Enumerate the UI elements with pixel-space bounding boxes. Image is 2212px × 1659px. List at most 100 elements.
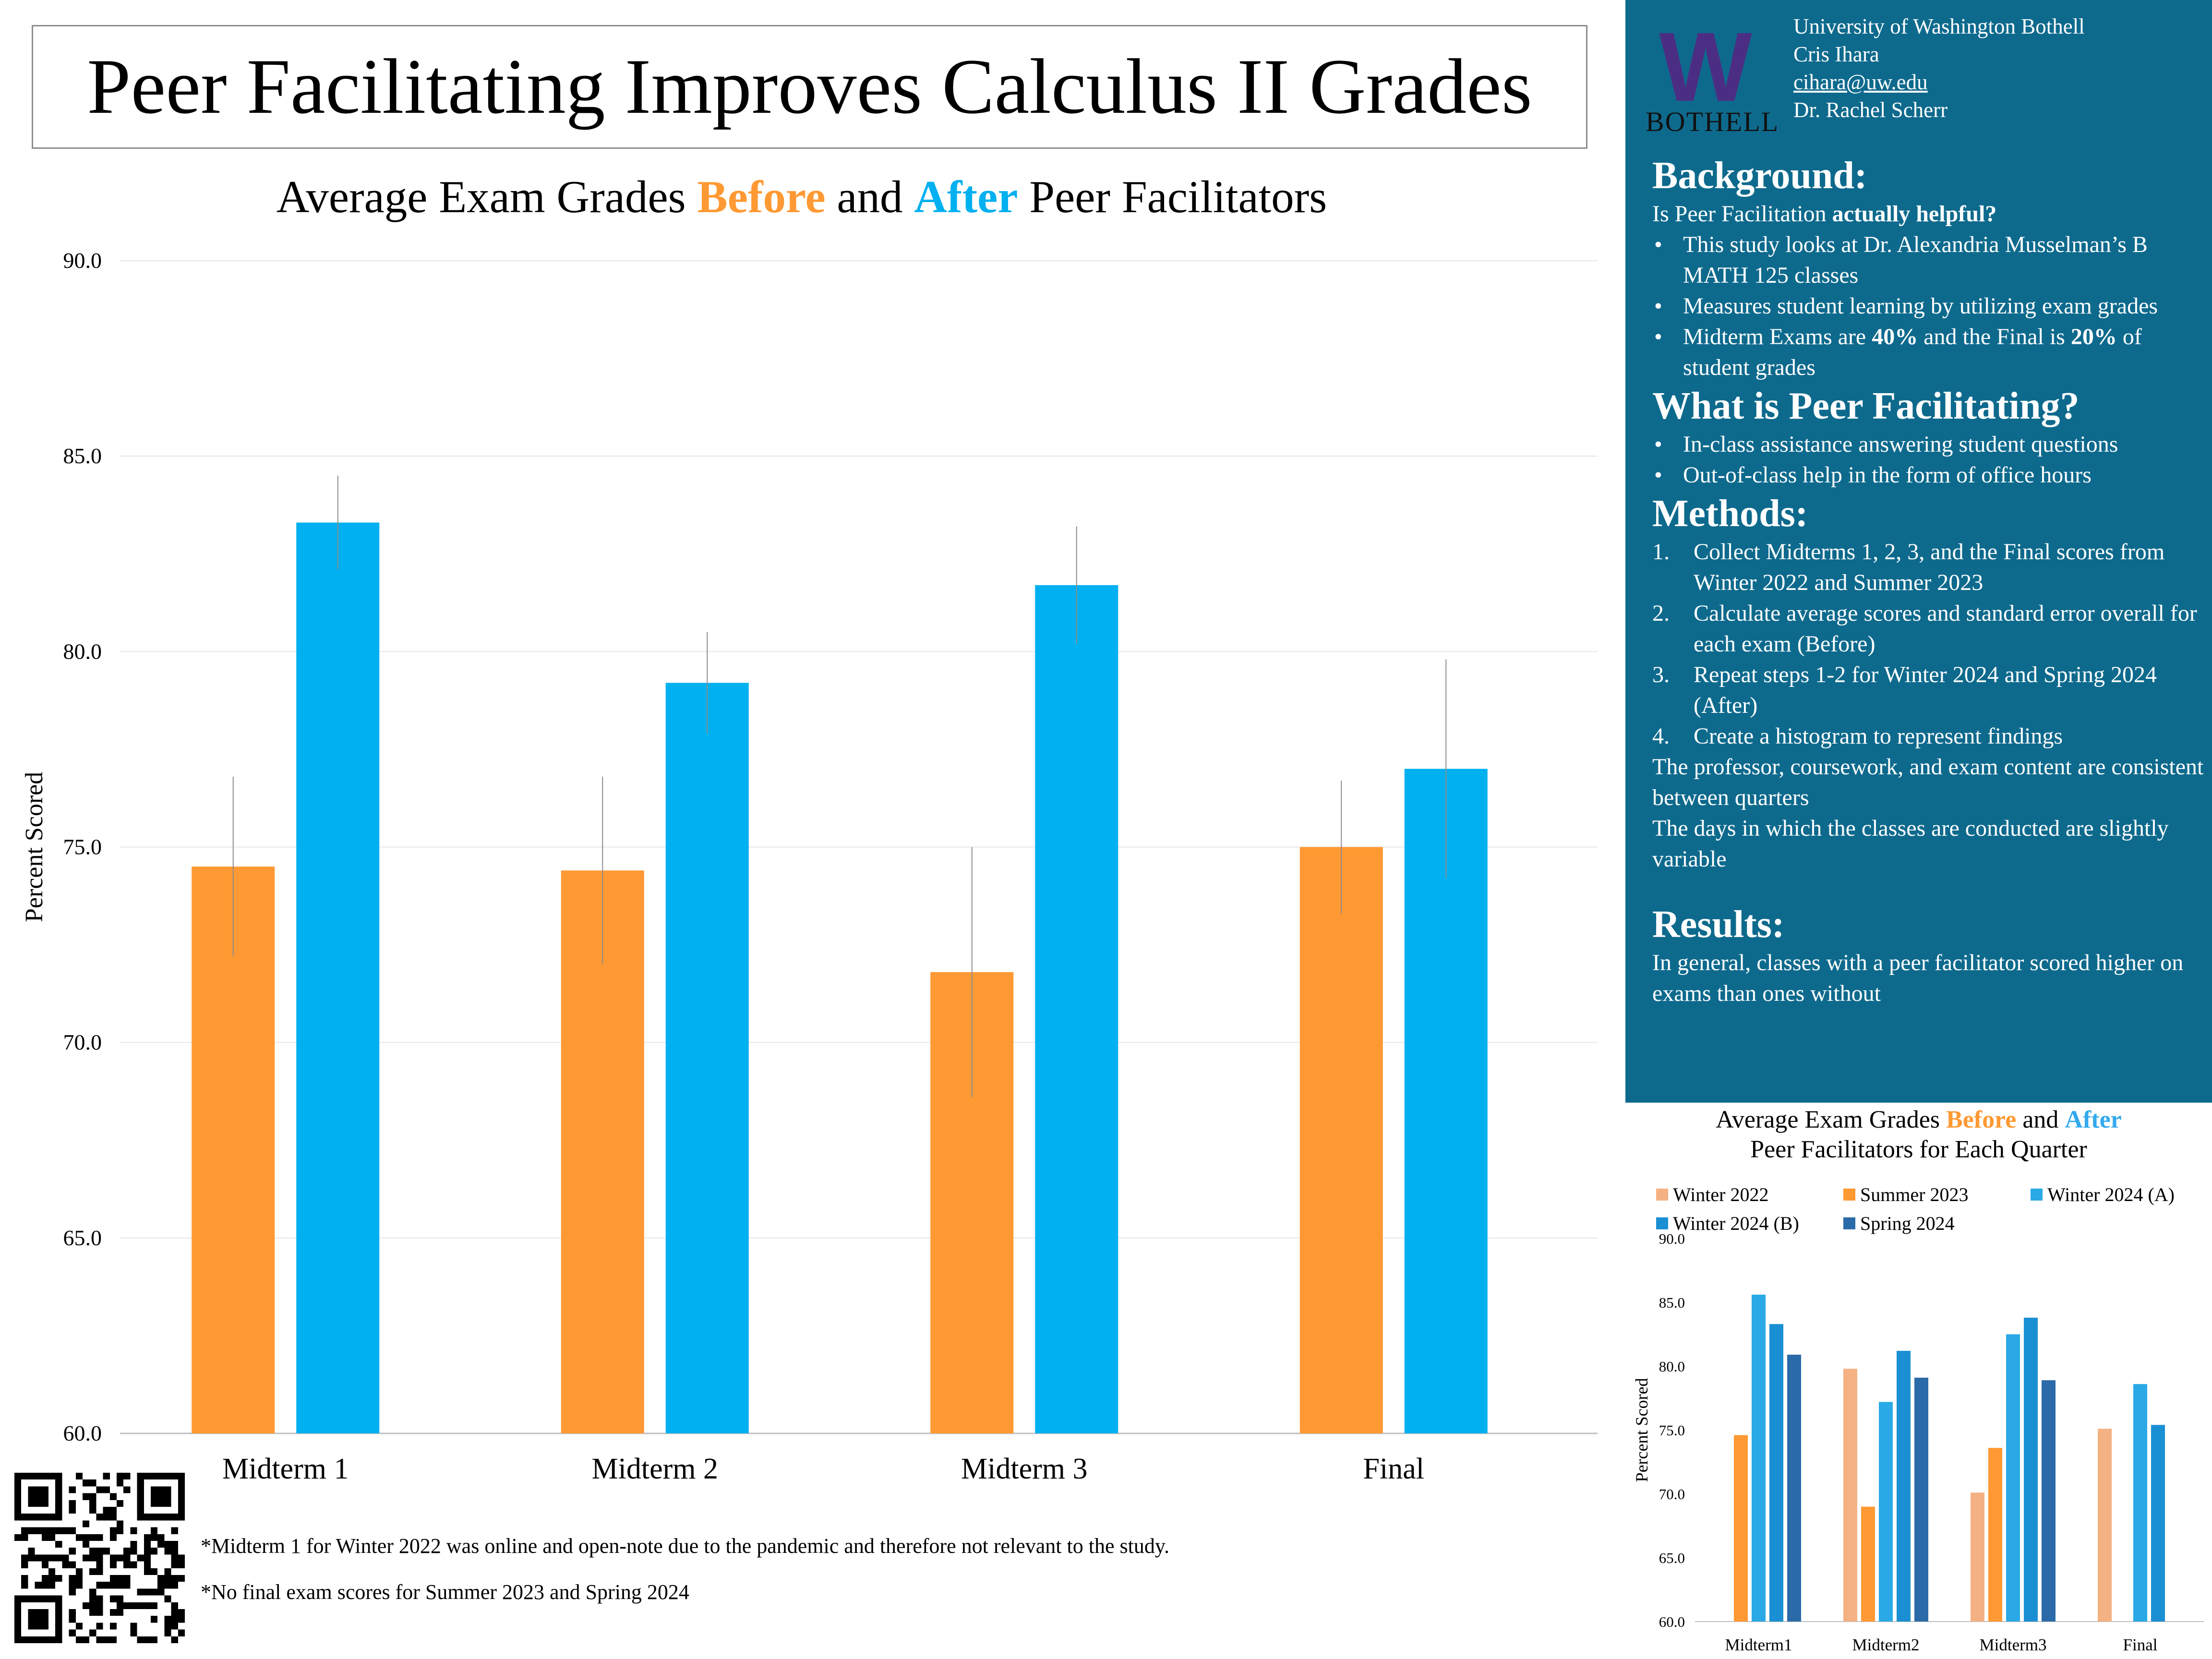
small-x-tick-label: Midterm1 (1725, 1635, 1792, 1654)
x-tick-label: Midterm 3 (961, 1453, 1087, 1485)
qr-module (96, 1561, 103, 1568)
qr-module (171, 1602, 178, 1609)
qr-code[interactable] (14, 1473, 185, 1643)
qr-module (117, 1609, 124, 1616)
bar-after (665, 683, 749, 1433)
qr-module (123, 1554, 131, 1562)
background-bullet-3: Midterm Exams are 40% and the Final is 2… (1652, 322, 2204, 383)
small-bar (1988, 1448, 2002, 1622)
step-text: Calculate average scores and standard er… (1694, 601, 2197, 657)
uw-w-logo-icon: W (1659, 12, 1752, 122)
y-tick-label: 80.0 (63, 639, 102, 663)
y-tick-label: 85.0 (63, 444, 102, 468)
qr-module (130, 1561, 137, 1568)
qr-module (48, 1534, 56, 1541)
qr-module (144, 1588, 151, 1596)
qr-module (89, 1548, 96, 1555)
qr-module (151, 1534, 158, 1541)
qr-module (89, 1595, 96, 1602)
qr-module (151, 1636, 158, 1643)
qr-module (89, 1500, 96, 1507)
qr-module (130, 1541, 137, 1548)
qr-module (69, 1609, 76, 1616)
qr-module (109, 1554, 117, 1562)
qr-module (89, 1554, 96, 1562)
qr-module (171, 1575, 178, 1582)
qr-module (75, 1582, 83, 1589)
qr-module (96, 1568, 103, 1575)
qr-module (123, 1561, 131, 1568)
qr-module (164, 1616, 171, 1623)
results-title: Results: (1652, 903, 1785, 946)
qr-module (151, 1616, 158, 1623)
qr-module (171, 1541, 178, 1548)
uw-bothell-logo: W BOTHELL (1646, 12, 1778, 138)
qr-finder-center (28, 1609, 48, 1630)
what-is-bullet-1: In-class assistance answering student qu… (1652, 429, 2204, 460)
qr-module (89, 1479, 96, 1487)
qr-module (21, 1575, 28, 1582)
qr-module (164, 1541, 171, 1548)
qr-module (117, 1595, 124, 1602)
qr-module (151, 1602, 158, 1609)
small-y-tick-label: 90.0 (1659, 1234, 1685, 1247)
qr-module (28, 1548, 35, 1555)
qr-module (83, 1534, 90, 1541)
y-tick-label: 75.0 (63, 835, 102, 859)
qr-module (144, 1541, 151, 1548)
qr-module (96, 1623, 103, 1630)
qr-module (157, 1582, 165, 1589)
qr-module (117, 1575, 124, 1582)
qr-module (96, 1595, 103, 1602)
qr-module (144, 1568, 151, 1575)
qr-module (55, 1541, 62, 1548)
qr-module (164, 1575, 171, 1582)
qr-module (130, 1548, 137, 1555)
qr-module (130, 1527, 137, 1534)
qr-module (103, 1473, 110, 1480)
side-content: Background: Is Peer Facilitation actuall… (1652, 153, 2204, 1009)
qr-module (96, 1554, 103, 1562)
bar-after (1404, 769, 1488, 1433)
step-number: 1. (1652, 539, 1670, 565)
qr-module (117, 1527, 124, 1534)
main-title-part-5: Peer Facilitators (1018, 171, 1327, 222)
qr-module (83, 1554, 90, 1562)
step-text: Create a histogram to represent findings (1694, 723, 2063, 749)
main-chart-title: Average Exam Grades Before and After Pee… (0, 170, 1603, 223)
qr-module (164, 1548, 171, 1555)
author-email-link[interactable]: cihara@uw.edu (1793, 70, 1928, 94)
qr-module (96, 1534, 103, 1541)
qr-module (157, 1588, 165, 1596)
qr-finder-center (28, 1486, 48, 1507)
qr-module (89, 1629, 96, 1636)
qr-module (96, 1602, 103, 1609)
qr-module (171, 1616, 178, 1623)
qr-module (130, 1602, 137, 1609)
qr-module (21, 1582, 28, 1589)
background-bullet-2: Measures student learning by utilizing e… (1652, 291, 2204, 322)
qr-module (171, 1527, 178, 1534)
qr-module (48, 1568, 56, 1575)
qr-module (89, 1609, 96, 1616)
step-number: 2. (1652, 601, 1670, 626)
bar-before (192, 866, 275, 1433)
qr-module (75, 1575, 83, 1582)
qr-module (137, 1554, 144, 1562)
qr-module (69, 1527, 76, 1534)
background-title: Background: (1652, 155, 1867, 197)
qr-module (62, 1561, 69, 1568)
small-y-axis-label: Percent Scored (1632, 1378, 1651, 1482)
small-y-tick-label: 65.0 (1659, 1550, 1685, 1566)
qr-module (89, 1493, 96, 1500)
small-chart-legend: Winter 2022 Summer 2023 Winter 2024 (A) Win… (1656, 1183, 2199, 1241)
qr-module (171, 1561, 178, 1568)
qr-module (164, 1568, 171, 1575)
qr-module (48, 1582, 56, 1589)
small-bar (1769, 1324, 1783, 1622)
qr-module (109, 1595, 117, 1602)
small-bar (1843, 1369, 1857, 1622)
qr-module (103, 1486, 110, 1493)
qr-module (83, 1479, 90, 1487)
bar-before (1299, 847, 1383, 1433)
